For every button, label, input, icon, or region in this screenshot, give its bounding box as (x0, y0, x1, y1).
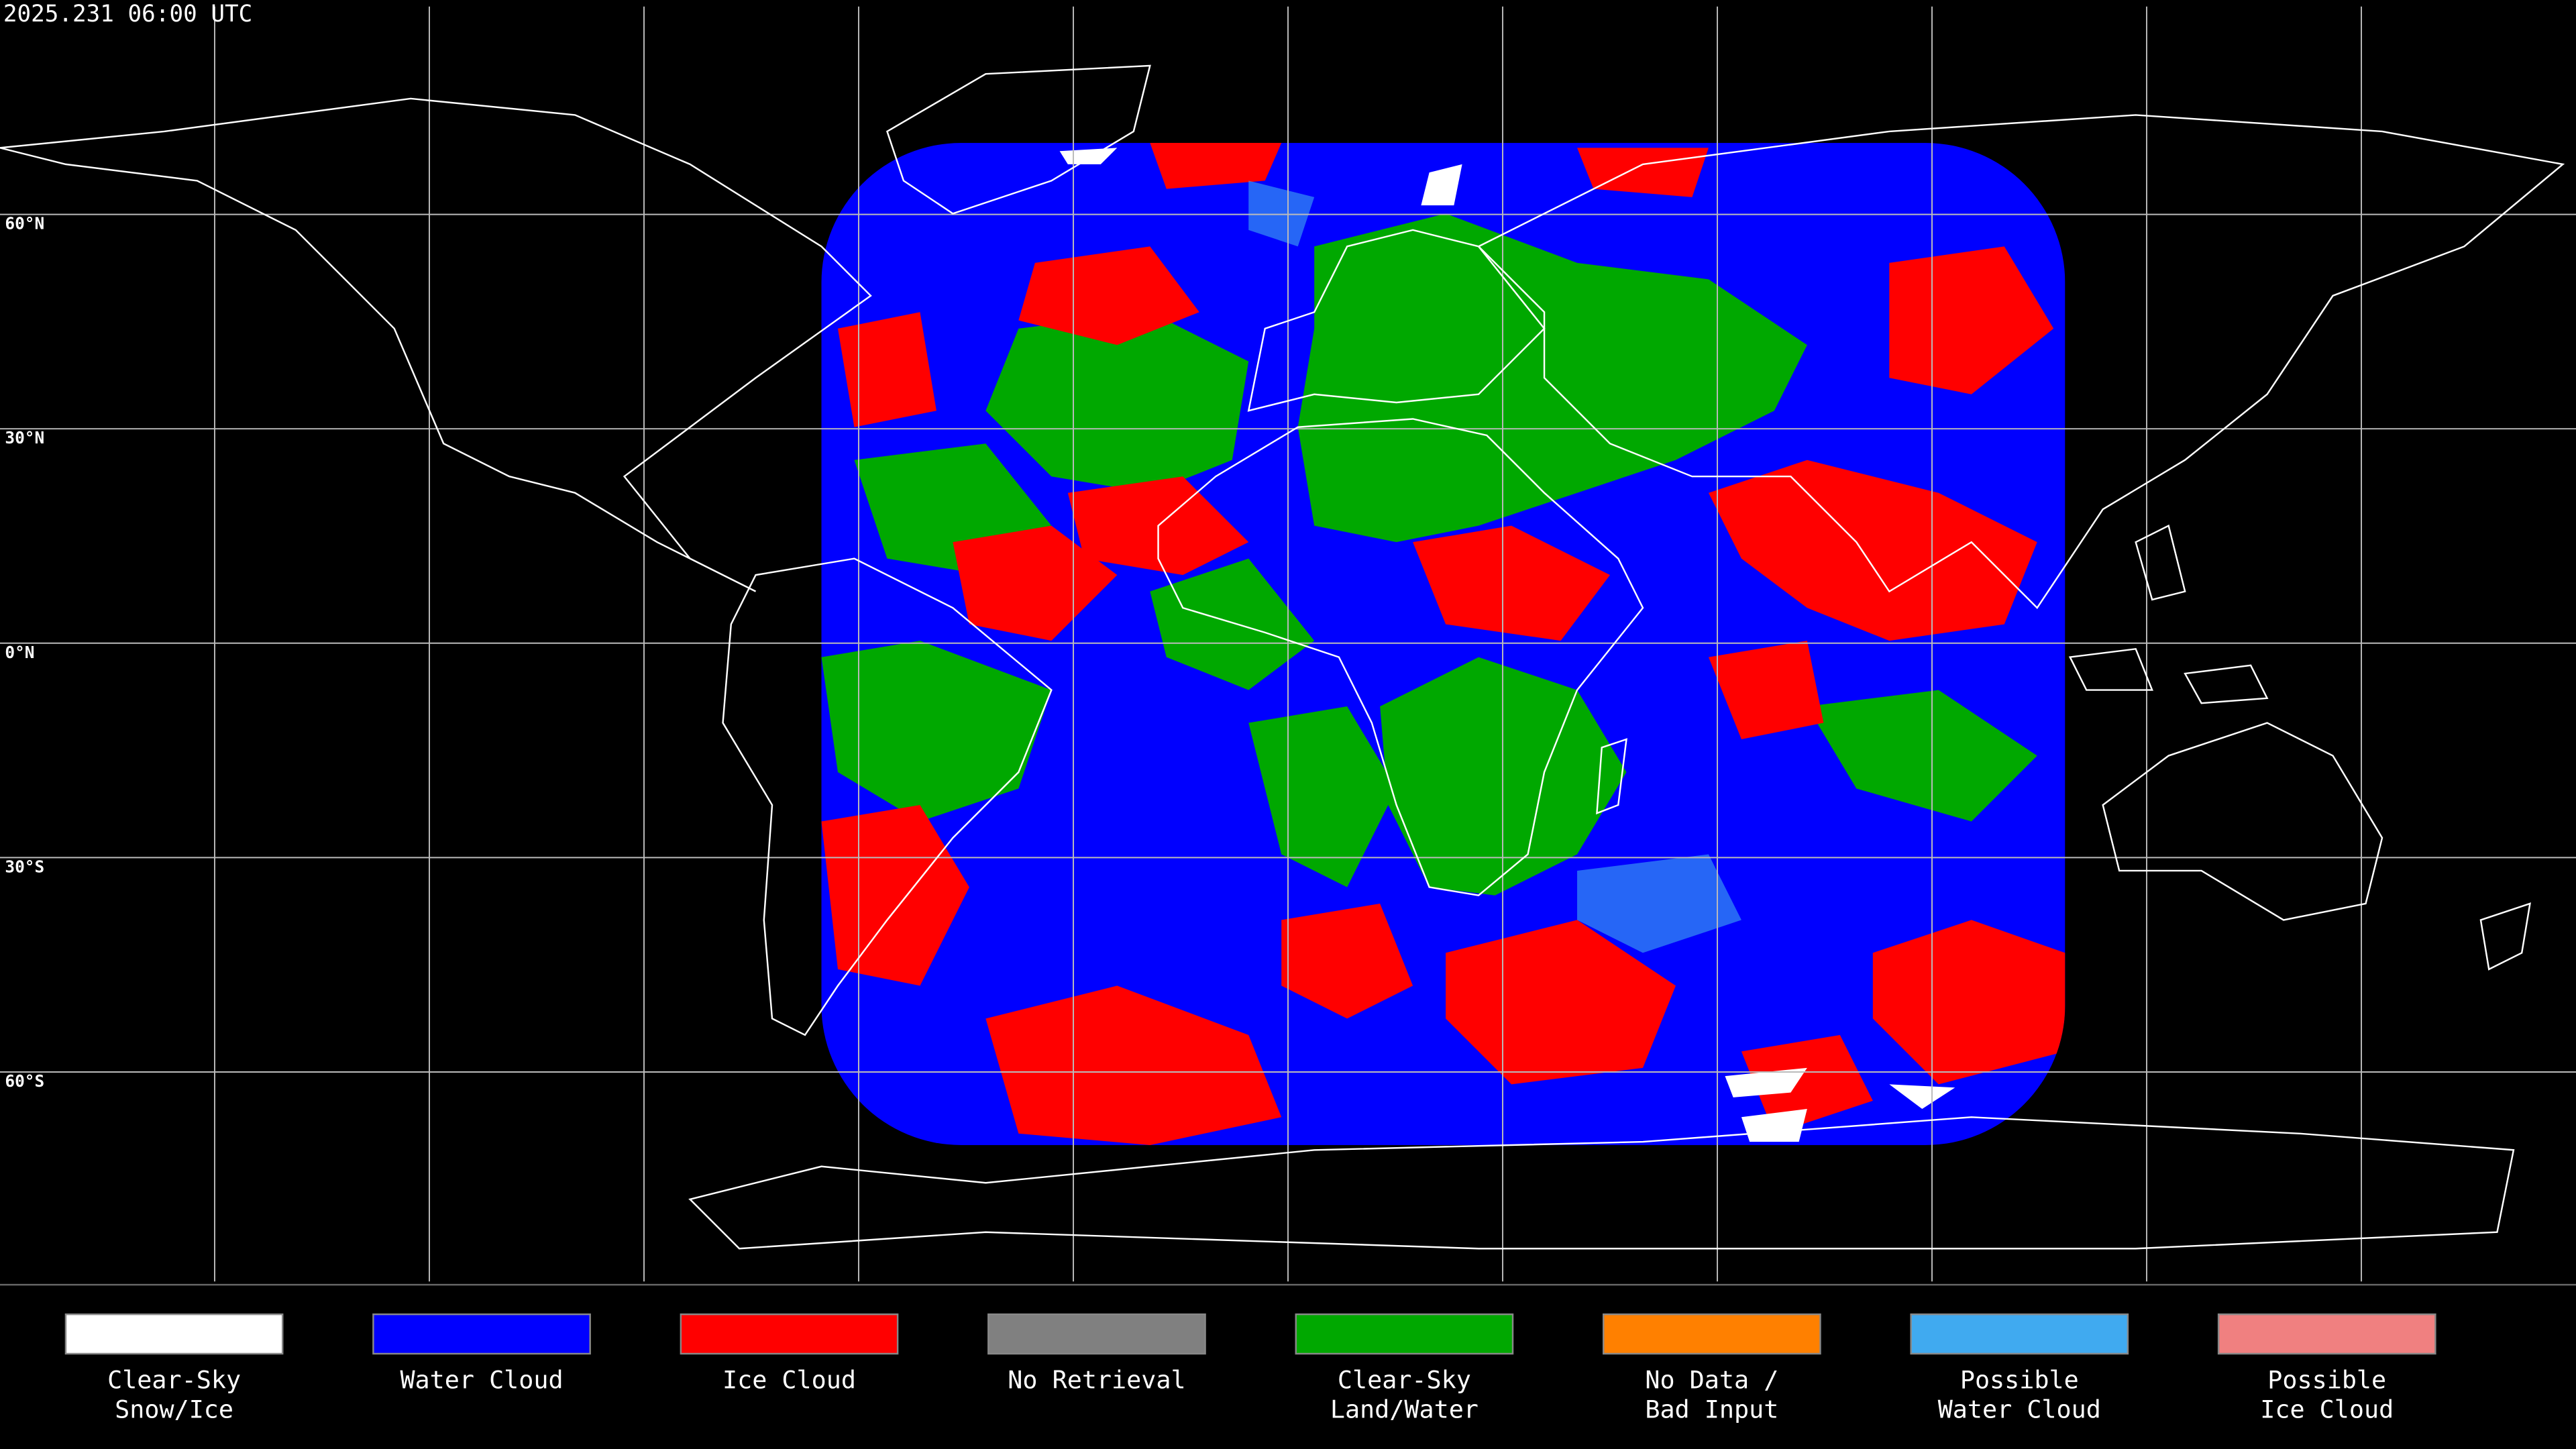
legend-swatch (372, 1313, 591, 1355)
latitude-label: 60°N (5, 214, 44, 233)
legend-label: Ice Cloud (722, 1365, 856, 1394)
legend-swatch (987, 1313, 1206, 1355)
latitude-label: 30°S (5, 857, 44, 876)
legend-label: No Retrieval (1008, 1365, 1185, 1394)
legend-swatch (1295, 1313, 1514, 1355)
legend-label: No Data / (1645, 1365, 1778, 1394)
legend-swatch (2217, 1313, 2436, 1355)
clear-sky-areas (821, 213, 2037, 896)
legend-label: Possible (2267, 1365, 2386, 1394)
legend-panel (0, 1285, 2576, 1449)
graticule (0, 6, 2576, 1282)
coastlines (0, 64, 2565, 1250)
legend-swatch (680, 1313, 899, 1355)
latitude-label: 0°N (5, 643, 34, 662)
legend-label: Water Cloud (400, 1365, 563, 1394)
timestamp: 2025.231 06:00 UTC (3, 1, 252, 28)
legend-label: Land/Water (1330, 1395, 1479, 1424)
legend-swatch (1602, 1313, 1821, 1355)
latitude-labels: 60°N 30°N 0°N 30°S 60°S (5, 214, 44, 1091)
legend-swatch (64, 1313, 284, 1355)
legend-label: Bad Input (1645, 1395, 1778, 1424)
legend-label: Clear-Sky (1338, 1365, 1471, 1394)
cloud-field (821, 143, 2065, 1145)
legend-label: Possible (1960, 1365, 2079, 1394)
possible-water-cloud-areas (1248, 180, 1741, 953)
legend-label: Ice Cloud (2260, 1395, 2394, 1424)
legend-label: Clear-Sky (107, 1365, 241, 1394)
legend-label: Snow/Ice (115, 1395, 233, 1424)
legend-label: Water Cloud (1938, 1395, 2101, 1424)
legend-swatch (1910, 1313, 2129, 1355)
latitude-label: 60°S (5, 1071, 44, 1091)
latitude-label: 30°N (5, 428, 44, 447)
